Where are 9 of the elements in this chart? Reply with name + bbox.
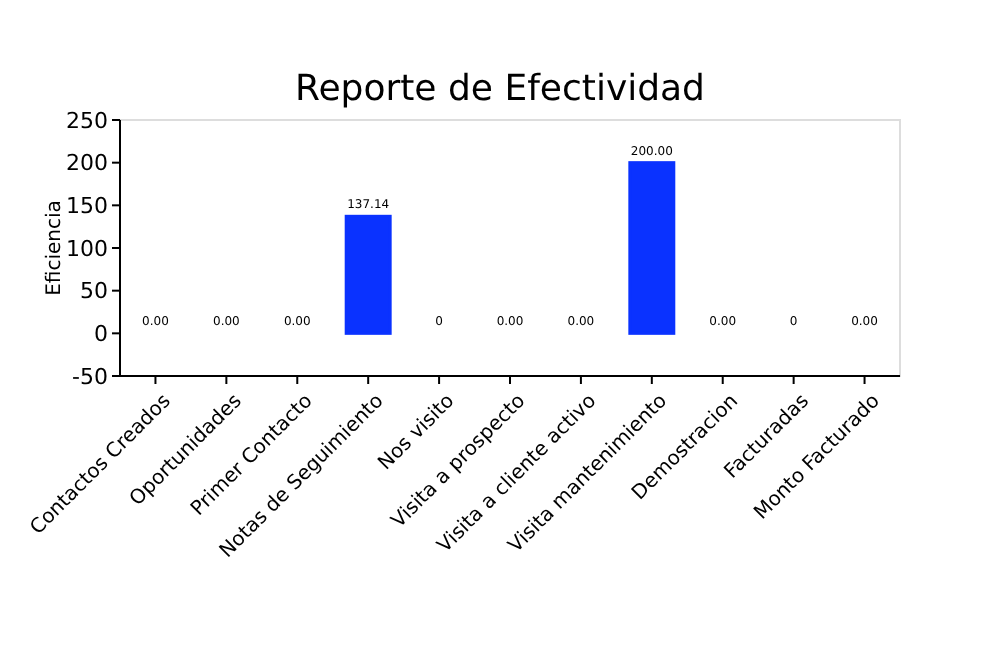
chart-title: Reporte de Efectividad <box>295 68 705 110</box>
y-tick-label: 200 <box>66 150 108 177</box>
y-tick-label: 100 <box>66 235 108 262</box>
y-tick-label: 0 <box>94 321 108 348</box>
y-tick-label: 150 <box>66 193 108 220</box>
y-tick-label: 50 <box>80 278 108 305</box>
y-axis-title: Eficiencia <box>44 200 66 296</box>
y-tick-label: -50 <box>72 363 108 390</box>
y-tick-label: 250 <box>66 107 108 134</box>
